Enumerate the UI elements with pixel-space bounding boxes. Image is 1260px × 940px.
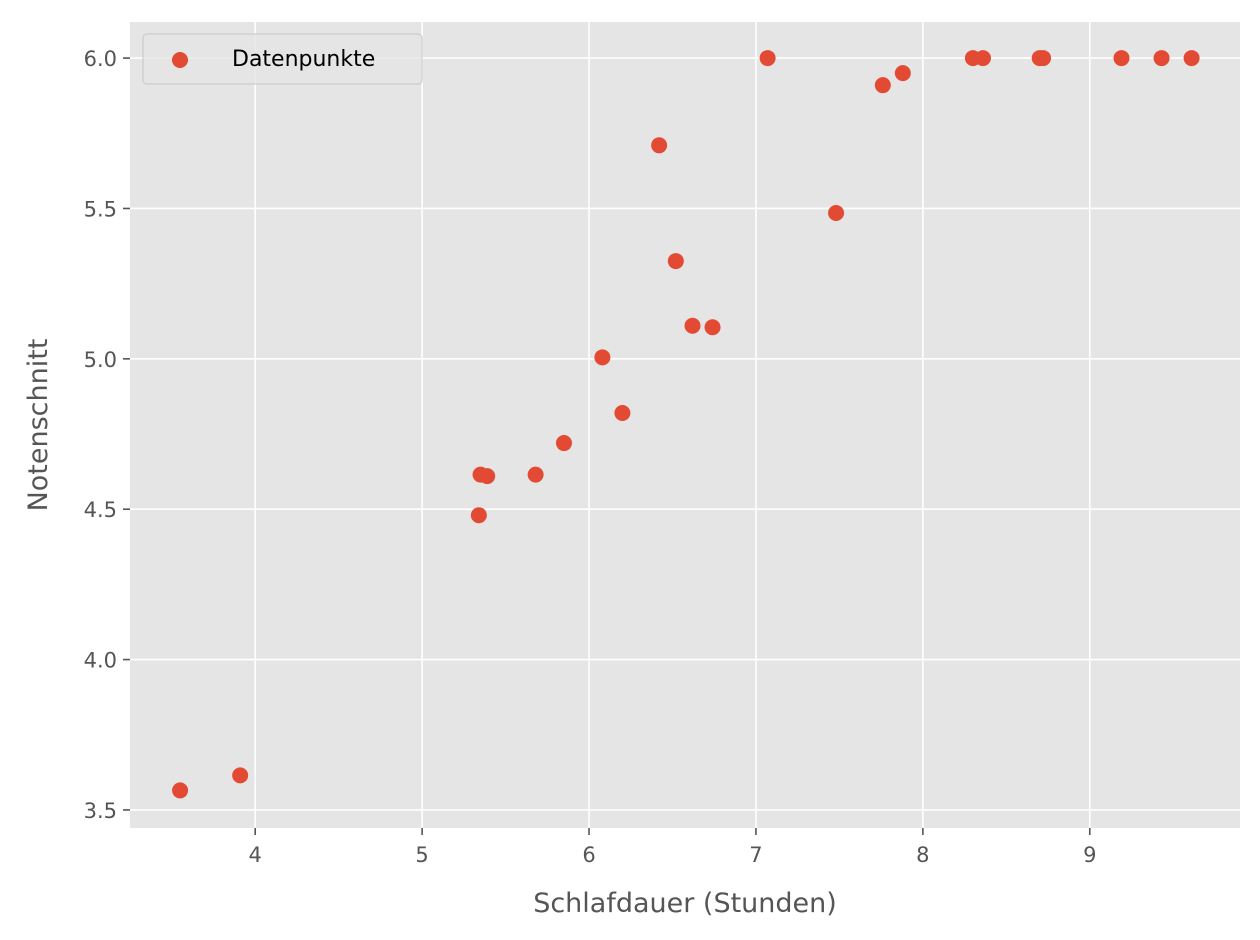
y-tick-label: 5.5 xyxy=(84,197,117,221)
data-point xyxy=(759,50,776,67)
x-tick-label: 6 xyxy=(582,843,595,867)
data-point xyxy=(874,77,891,94)
legend-label: Datenpunkte xyxy=(232,47,375,72)
data-point xyxy=(651,137,668,154)
data-point xyxy=(479,468,496,485)
x-axis-label: Schlafdauer (Stunden) xyxy=(533,888,837,919)
data-point xyxy=(470,507,487,524)
legend-marker xyxy=(172,52,188,68)
data-point xyxy=(667,253,684,270)
data-point xyxy=(828,204,845,221)
plot-area xyxy=(130,22,1240,828)
y-tick-label: 3.5 xyxy=(84,799,117,823)
y-tick-label: 4.5 xyxy=(84,498,117,522)
data-points xyxy=(172,50,1200,799)
x-tick-label: 9 xyxy=(1083,843,1096,867)
legend: Datenpunkte xyxy=(142,33,423,85)
data-point xyxy=(974,50,991,67)
data-point xyxy=(1153,50,1170,67)
x-tick-label: 8 xyxy=(916,843,929,867)
x-axis-ticks: 4 5 6 7 8 9 xyxy=(249,828,1096,867)
data-point xyxy=(555,435,572,452)
data-point xyxy=(1035,50,1052,67)
data-point xyxy=(594,349,611,366)
y-axis-label: Notenschnitt xyxy=(23,339,54,512)
x-tick-label: 5 xyxy=(415,843,428,867)
data-point xyxy=(894,65,911,82)
data-point xyxy=(614,404,631,421)
y-tick-label: 4.0 xyxy=(84,649,117,673)
y-tick-label: 5.0 xyxy=(84,348,117,372)
data-point xyxy=(684,317,701,334)
data-point xyxy=(172,782,189,799)
y-tick-label: 6.0 xyxy=(84,47,117,71)
data-point xyxy=(232,767,249,784)
data-point xyxy=(1113,50,1130,67)
y-axis-ticks: 3.5 4.0 4.5 5.0 5.5 6.0 xyxy=(84,47,130,823)
data-point xyxy=(704,319,721,336)
data-point xyxy=(527,466,544,483)
legend-box xyxy=(142,33,423,85)
x-tick-label: 4 xyxy=(249,843,262,867)
data-point xyxy=(1183,50,1200,67)
x-tick-label: 7 xyxy=(749,843,762,867)
